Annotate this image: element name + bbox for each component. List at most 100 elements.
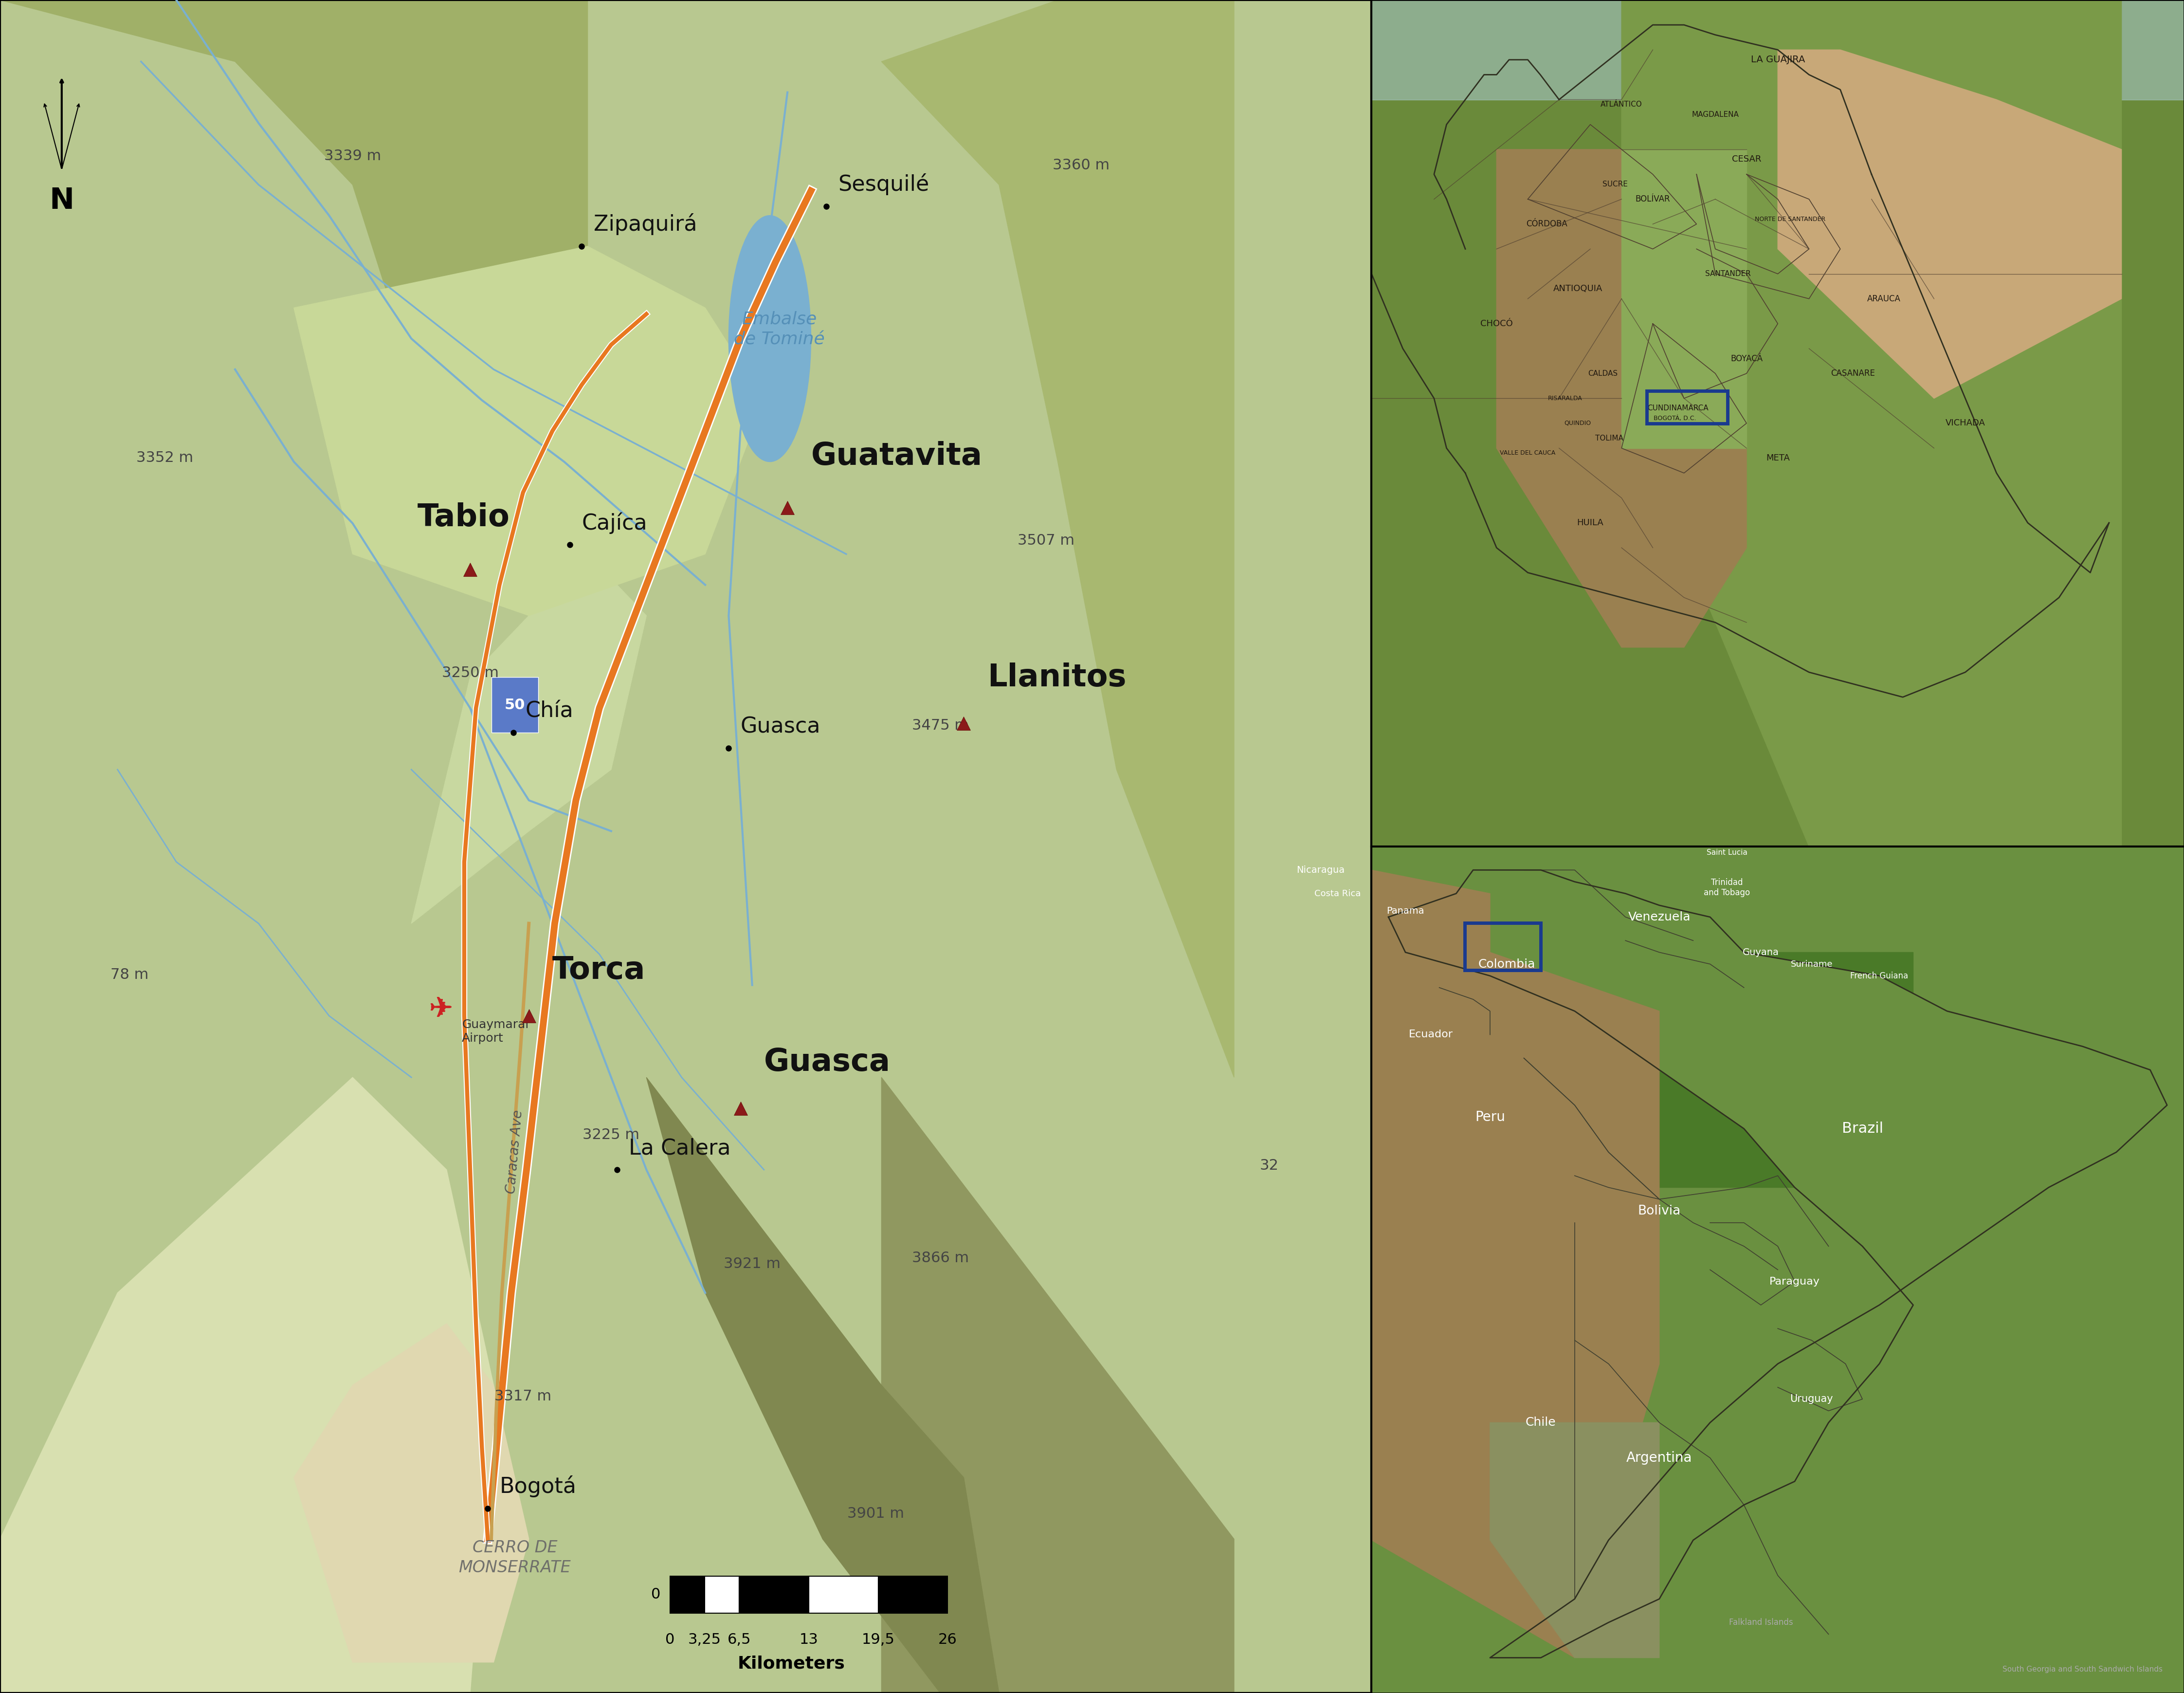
Text: Paraguay: Paraguay bbox=[1769, 1277, 1819, 1287]
Text: 0: 0 bbox=[666, 1632, 675, 1647]
Text: 3352 m: 3352 m bbox=[135, 450, 192, 464]
Text: La Calera: La Calera bbox=[629, 1138, 732, 1158]
Text: 3360 m: 3360 m bbox=[1053, 157, 1109, 173]
Text: 3250 m: 3250 m bbox=[441, 665, 498, 681]
Text: Torca: Torca bbox=[553, 955, 646, 985]
Polygon shape bbox=[1372, 0, 2184, 100]
Point bbox=[946, 709, 981, 736]
Text: N: N bbox=[50, 186, 74, 215]
Text: Nicaragua: Nicaragua bbox=[1297, 865, 1345, 875]
Text: Brazil: Brazil bbox=[1841, 1121, 1883, 1136]
Polygon shape bbox=[1489, 1422, 1660, 1657]
Text: French Guiana: French Guiana bbox=[1850, 972, 1909, 980]
Text: 3475 m: 3475 m bbox=[911, 718, 970, 733]
Text: 13: 13 bbox=[799, 1632, 819, 1647]
Polygon shape bbox=[1496, 149, 1747, 647]
Text: BOLÍVAR: BOLÍVAR bbox=[1636, 195, 1671, 203]
Polygon shape bbox=[295, 1324, 529, 1663]
Polygon shape bbox=[1489, 951, 1913, 1187]
Text: VALLE DEL CAUCA: VALLE DEL CAUCA bbox=[1500, 450, 1555, 457]
Text: Sesquilé: Sesquilé bbox=[839, 173, 928, 195]
Bar bbox=[808, 1576, 878, 1613]
Point bbox=[723, 1095, 758, 1122]
Polygon shape bbox=[1621, 149, 1747, 449]
Text: BOYACÁ: BOYACÁ bbox=[1730, 354, 1762, 362]
Text: Guaymaral
Airport: Guaymaral Airport bbox=[461, 1019, 529, 1045]
Text: South Georgia and South Sandwich Islands: South Georgia and South Sandwich Islands bbox=[2003, 1666, 2162, 1673]
Text: CERRO DE
MONSERRATE: CERRO DE MONSERRATE bbox=[459, 1539, 570, 1576]
Text: Tabio: Tabio bbox=[417, 503, 509, 533]
Bar bbox=[878, 1576, 948, 1613]
Text: 32: 32 bbox=[1260, 1158, 1280, 1173]
Polygon shape bbox=[1389, 870, 2167, 1657]
Text: 19,5: 19,5 bbox=[863, 1632, 895, 1647]
Text: Argentina: Argentina bbox=[1627, 1451, 1693, 1464]
Text: RISARALDA: RISARALDA bbox=[1548, 394, 1583, 401]
Bar bbox=[1465, 923, 1540, 970]
Polygon shape bbox=[1372, 870, 1660, 1657]
Text: Peru: Peru bbox=[1474, 1111, 1505, 1124]
Text: CUNDINAMARCA: CUNDINAMARCA bbox=[1647, 405, 1708, 411]
Text: 0: 0 bbox=[651, 1588, 660, 1602]
Polygon shape bbox=[646, 1077, 998, 1693]
Text: 26: 26 bbox=[939, 1632, 957, 1647]
Text: 3,25: 3,25 bbox=[688, 1632, 721, 1647]
Text: CALDAS: CALDAS bbox=[1588, 369, 1618, 378]
Text: 3507 m: 3507 m bbox=[1018, 533, 1075, 549]
Text: HUILA: HUILA bbox=[1577, 518, 1603, 527]
Text: ARAUCA: ARAUCA bbox=[1867, 295, 1900, 303]
Polygon shape bbox=[1372, 0, 2184, 846]
Text: Zipaquirá: Zipaquirá bbox=[594, 213, 697, 235]
Text: 6,5: 6,5 bbox=[727, 1632, 751, 1647]
Text: Guasca: Guasca bbox=[764, 1048, 891, 1077]
Bar bbox=[491, 677, 537, 733]
Text: TOLIMA: TOLIMA bbox=[1594, 435, 1623, 442]
Polygon shape bbox=[882, 1077, 1234, 1693]
Text: Chile: Chile bbox=[1527, 1417, 1555, 1429]
Bar bbox=[740, 1576, 808, 1613]
Text: CHOCÓ: CHOCÓ bbox=[1481, 320, 1514, 328]
Text: 50: 50 bbox=[505, 698, 524, 713]
Text: Guyana: Guyana bbox=[1743, 948, 1780, 957]
Text: ANTIOQUIA: ANTIOQUIA bbox=[1553, 284, 1603, 293]
Text: Saint Lucia: Saint Lucia bbox=[1706, 848, 1747, 857]
Text: Ecuador: Ecuador bbox=[1409, 1029, 1452, 1040]
Polygon shape bbox=[295, 245, 764, 616]
Text: Trinidad
and Tobago: Trinidad and Tobago bbox=[1704, 879, 1749, 897]
Text: Bogotá: Bogotá bbox=[500, 1475, 577, 1497]
Text: QUINDIO: QUINDIO bbox=[1564, 420, 1592, 427]
Text: 3339 m: 3339 m bbox=[323, 149, 382, 163]
Text: Kilometers: Kilometers bbox=[738, 1656, 845, 1671]
Text: Llanitos: Llanitos bbox=[987, 662, 1127, 692]
Text: Guatavita: Guatavita bbox=[810, 440, 983, 471]
Text: 78 m: 78 m bbox=[109, 968, 149, 982]
Text: VICHADA: VICHADA bbox=[1946, 418, 1985, 428]
Text: 3225 m: 3225 m bbox=[583, 1128, 640, 1141]
Bar bbox=[1647, 391, 1728, 423]
Text: Colombia: Colombia bbox=[1479, 958, 1535, 970]
Text: Panama: Panama bbox=[1387, 906, 1424, 916]
Text: BOGOTÁ, D.C.: BOGOTÁ, D.C. bbox=[1653, 415, 1697, 422]
Ellipse shape bbox=[729, 215, 810, 462]
Text: CESAR: CESAR bbox=[1732, 156, 1760, 164]
Polygon shape bbox=[1372, 846, 2184, 1693]
Text: ATLÁNTICO: ATLÁNTICO bbox=[1601, 102, 1642, 108]
Polygon shape bbox=[0, 0, 587, 677]
Text: Caracas Ave: Caracas Ave bbox=[505, 1109, 524, 1194]
Polygon shape bbox=[411, 554, 646, 923]
Text: NORTE DE SANTANDER: NORTE DE SANTANDER bbox=[1756, 217, 1826, 222]
Text: 3317 m: 3317 m bbox=[494, 1390, 553, 1403]
Polygon shape bbox=[1621, 0, 2121, 846]
Text: Falkland Islands: Falkland Islands bbox=[1730, 1619, 1793, 1627]
Bar bbox=[670, 1576, 705, 1613]
Text: CÓRDOBA: CÓRDOBA bbox=[1527, 220, 1568, 229]
Text: Cajíca: Cajíca bbox=[581, 513, 646, 533]
Text: Uruguay: Uruguay bbox=[1791, 1395, 1832, 1403]
Bar bbox=[705, 1576, 740, 1613]
Text: Suriname: Suriname bbox=[1791, 960, 1832, 968]
Text: Costa Rica: Costa Rica bbox=[1315, 889, 1361, 897]
Text: Chía: Chía bbox=[526, 701, 574, 721]
Text: Venezuela: Venezuela bbox=[1627, 911, 1690, 923]
Text: LA GUAJIRA: LA GUAJIRA bbox=[1752, 56, 1804, 64]
Polygon shape bbox=[1778, 49, 2121, 398]
